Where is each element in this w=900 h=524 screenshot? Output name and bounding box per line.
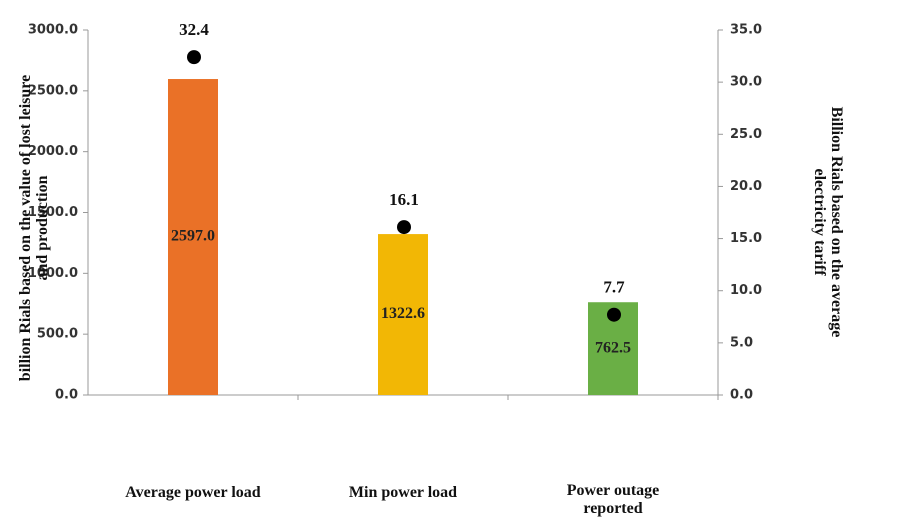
x-tick-label: Average power load bbox=[125, 484, 261, 501]
y2-tick-label: 10.0 bbox=[730, 283, 762, 298]
y-tick-label: 2500.0 bbox=[28, 83, 78, 98]
bar-value-label: 1322.6 bbox=[381, 305, 425, 322]
y-tick-label: 1000.0 bbox=[28, 266, 78, 281]
x-tick-label: Power outage reported bbox=[566, 482, 660, 517]
bar bbox=[168, 79, 218, 395]
point bbox=[187, 50, 201, 65]
point-value-label: 32.4 bbox=[179, 20, 209, 39]
x-tick-label: Min power load bbox=[348, 484, 458, 501]
bar-value-label: 762.5 bbox=[595, 339, 631, 356]
bar-value-label: 2597.0 bbox=[171, 228, 215, 245]
point-value-label: 16.1 bbox=[389, 190, 419, 209]
y2-tick-label: 0.0 bbox=[730, 388, 753, 403]
y2-tick-label: 35.0 bbox=[730, 23, 762, 38]
point-value-label: 7.7 bbox=[603, 278, 625, 297]
y2-tick-label: 30.0 bbox=[730, 75, 762, 90]
y2-tick-label: 20.0 bbox=[730, 179, 762, 194]
y-tick-label: 2000.0 bbox=[28, 144, 78, 159]
y-tick-label: 0.0 bbox=[55, 388, 78, 403]
y2-tick-label: 25.0 bbox=[730, 127, 762, 142]
y2-tick-label: 5.0 bbox=[730, 335, 753, 350]
y-tick-label: 1500.0 bbox=[28, 205, 78, 220]
y-tick-label: 3000.0 bbox=[28, 23, 78, 38]
y2-axis-title: Billion Rials based on the average elect… bbox=[811, 106, 845, 338]
y-axis-title: billion Rials based on the value of lost… bbox=[17, 74, 51, 382]
bar bbox=[378, 234, 428, 395]
point bbox=[607, 307, 621, 322]
point bbox=[397, 220, 411, 235]
y-tick-label: 500.0 bbox=[37, 327, 78, 342]
y2-tick-label: 15.0 bbox=[730, 231, 762, 246]
